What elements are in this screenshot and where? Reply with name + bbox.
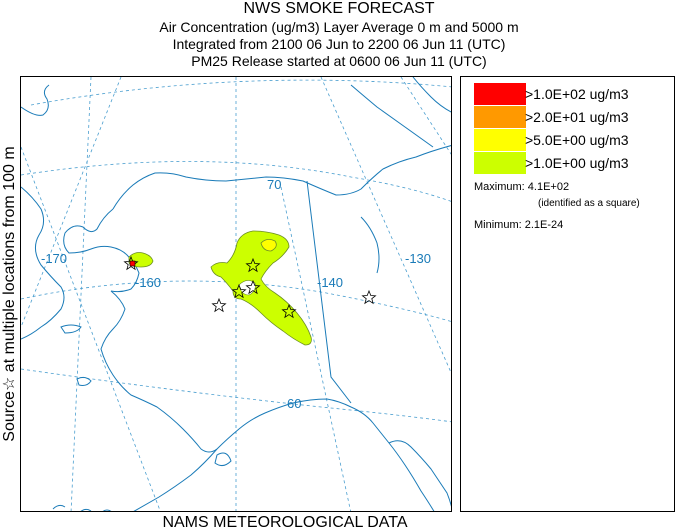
meridian-170 xyxy=(21,146,161,511)
concentration-subtitle: Air Concentration (ug/m3) Layer Average … xyxy=(159,19,519,35)
latitude-60 xyxy=(21,368,451,423)
label-lon-140: -140 xyxy=(317,275,343,290)
label-lat-60: 60 xyxy=(287,396,301,411)
alaska-canada-border xyxy=(306,180,352,404)
legend-swatch xyxy=(474,152,526,174)
chukotka-coast xyxy=(21,84,65,340)
nunivak-island xyxy=(76,376,92,386)
coastlines xyxy=(21,77,451,511)
legend-swatch xyxy=(474,106,526,128)
legend-swatch xyxy=(474,83,526,105)
label-lon-130: -130 xyxy=(405,251,431,266)
legend-item-orange: >2.0E+01 ug/m3 xyxy=(474,106,670,128)
legend-item-red: >1.0E+02 ug/m3 xyxy=(474,83,670,105)
alaska-map: -170 -160 -140 -130 70 60 xyxy=(21,77,451,511)
minimum-value: Minimum: 2.1E-24 xyxy=(474,219,564,231)
latitude-75 xyxy=(30,79,451,106)
source-star xyxy=(361,289,377,305)
source-star xyxy=(123,255,139,271)
aleutian-islands xyxy=(52,504,112,511)
source-markers xyxy=(123,255,377,319)
label-lon-170: -170 xyxy=(41,251,67,266)
latitude-70 xyxy=(21,161,451,202)
latitude-65 xyxy=(21,280,451,322)
source-label: Source☆ at multiple locations from 100 m xyxy=(1,146,18,442)
source-star xyxy=(211,297,227,313)
maximum-value: Maximum: 4.1E+02 xyxy=(474,181,570,193)
meridian-140 xyxy=(280,186,351,511)
source-star xyxy=(281,303,297,319)
st-lawrence-island xyxy=(60,324,82,334)
legend-label: >2.0E+01 ug/m3 xyxy=(525,109,629,125)
legend-label: >1.0E+00 ug/m3 xyxy=(525,155,629,171)
legend-label: >1.0E+02 ug/m3 xyxy=(525,86,629,102)
legend-panel: >1.0E+02 ug/m3 >2.0E+01 ug/m3 >5.0E+00 u… xyxy=(460,76,675,512)
meridian-175 xyxy=(21,77,122,328)
plume-core xyxy=(260,239,277,252)
legend-swatch xyxy=(474,129,526,151)
southeast-panhandle xyxy=(388,440,451,507)
arctic-coast xyxy=(112,145,451,210)
meteorological-data-label: NAMS METEOROLOGICAL DATA xyxy=(162,514,408,531)
release-start: PM25 Release started at 0600 06 Jun 11 (… xyxy=(191,53,487,69)
maximum-square xyxy=(129,260,136,267)
northwest-coast xyxy=(63,208,140,293)
meridian-165 xyxy=(70,77,92,511)
meridian-120 xyxy=(400,77,451,155)
south-coast xyxy=(100,290,435,511)
canadian-arctic xyxy=(350,77,451,148)
legend-item-green: >1.0E+00 ug/m3 xyxy=(474,152,670,174)
legend-item-yellow: >5.0E+00 ug/m3 xyxy=(474,129,670,151)
integration-period: Integrated from 2100 06 Jun to 2200 06 J… xyxy=(172,36,506,52)
legend-label: >5.0E+00 ug/m3 xyxy=(525,132,629,148)
source-star xyxy=(245,257,261,273)
source-star xyxy=(231,283,247,299)
forecast-title: NWS SMOKE FORECAST xyxy=(243,0,435,17)
label-lon-160: -160 xyxy=(135,275,161,290)
maximum-note: (identified as a square) xyxy=(538,198,640,209)
kodiak-island xyxy=(214,452,232,467)
label-lat-70: 70 xyxy=(267,177,281,192)
map-panel: -170 -160 -140 -130 70 60 xyxy=(20,76,452,512)
source-star xyxy=(245,279,261,295)
meridian-130 xyxy=(320,77,451,374)
mackenzie-delta xyxy=(360,216,380,274)
alaska-peninsula xyxy=(133,448,218,511)
